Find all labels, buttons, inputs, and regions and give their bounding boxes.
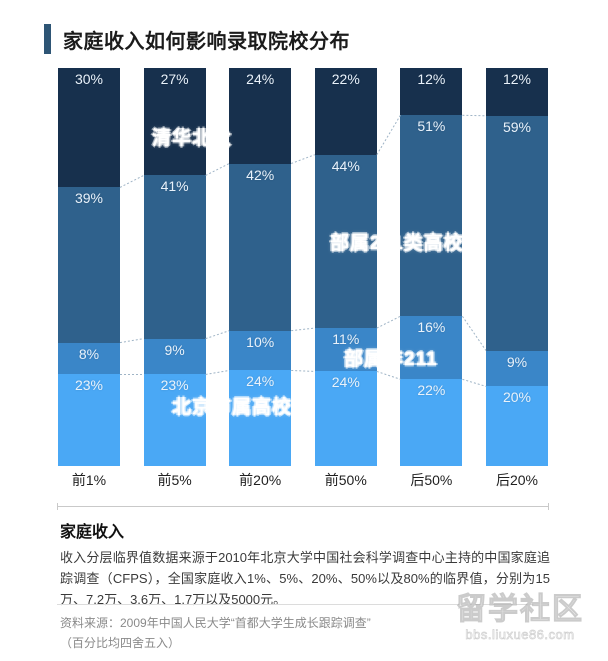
page-title-row: 家庭收入如何影响录取院校分布 bbox=[0, 22, 608, 56]
bar-segment: 24% bbox=[229, 370, 292, 466]
bar-segment: 59% bbox=[485, 115, 548, 351]
source-divider bbox=[57, 604, 549, 605]
segment-value-label: 9% bbox=[164, 341, 185, 358]
source-block: 资料来源：2009年中国人民大学“首都大学生成长跟踪调查” （百分比均四舍五入） bbox=[60, 614, 480, 654]
segment-value-label: 22% bbox=[331, 71, 360, 87]
bar-column: 12% 51% 16% 22% bbox=[400, 68, 463, 466]
bar-segment: 16% bbox=[400, 316, 463, 380]
page-title: 家庭收入如何影响录取院校分布 bbox=[63, 30, 350, 53]
segment-value-label: 24% bbox=[246, 71, 275, 87]
segment-value-label: 51% bbox=[417, 118, 446, 135]
section-divider bbox=[57, 503, 549, 510]
bar-segment: 23% bbox=[58, 374, 120, 466]
bar-segment: 22% bbox=[400, 379, 463, 466]
bar-segment: 23% bbox=[143, 374, 206, 466]
bar-segment: 22% bbox=[314, 68, 377, 155]
note-block: 家庭收入 收入分层临界值数据来源于2010年北京大学中国社会科学调查中心主持的中… bbox=[60, 518, 550, 610]
bar-segment: 24% bbox=[314, 371, 377, 466]
bar-segment: 11% bbox=[314, 328, 377, 372]
bar-segment: 30% bbox=[58, 68, 120, 188]
note-title: 家庭收入 bbox=[60, 524, 125, 541]
segment-value-label: 30% bbox=[74, 71, 104, 87]
bar-column: 24% 42% 10% 24% bbox=[229, 68, 292, 466]
segment-value-label: 23% bbox=[160, 377, 189, 394]
segment-value-label: 20% bbox=[502, 389, 531, 406]
segment-value-label: 12% bbox=[502, 71, 531, 87]
source-line-2: （百分比均四舍五入） bbox=[60, 635, 181, 650]
segment-value-label: 8% bbox=[78, 345, 100, 362]
segment-value-label: 24% bbox=[246, 373, 275, 390]
stacked-bar-chart: 30% 39% 8% 23% 27% 41% 9% 23% 24% 42% 10% 24% 22% 44%… bbox=[58, 68, 548, 466]
bar-column: 12% 59% 9% 20% bbox=[485, 68, 548, 466]
segment-value-label: 24% bbox=[331, 374, 360, 391]
segment-value-label: 59% bbox=[502, 118, 531, 135]
series-label-buzhu-211: 部属211类高校 bbox=[330, 233, 464, 254]
series-label-qinghua-beida: 清华北大 bbox=[152, 128, 233, 149]
segment-value-label: 9% bbox=[506, 353, 528, 370]
category-axis: 前1% 前5% 前20% 前50% 后50% 后20% bbox=[58, 470, 548, 492]
source-line-1: 资料来源：2009年中国人民大学“首都大学生成长跟踪调查” bbox=[60, 616, 371, 630]
bar-column: 22% 44% 11% 24% bbox=[314, 68, 377, 466]
segment-value-label: 27% bbox=[160, 71, 189, 87]
bar-segment: 39% bbox=[58, 187, 120, 343]
segment-value-label: 22% bbox=[417, 382, 446, 399]
bar-column: 30% 39% 8% 23% bbox=[58, 68, 120, 466]
bar-segment: 8% bbox=[58, 342, 120, 375]
note-body: 收入分层临界值数据来源于2010年北京大学中国社会科学调查中心主持的中国家庭追踪… bbox=[60, 550, 550, 607]
category-label: 后20% bbox=[495, 472, 538, 488]
bar-segment: 12% bbox=[400, 68, 463, 116]
bar-segment: 51% bbox=[400, 115, 463, 317]
segment-value-label: 23% bbox=[74, 377, 104, 394]
category-label: 前5% bbox=[157, 472, 192, 488]
segment-value-label: 39% bbox=[74, 190, 104, 207]
title-accent-bar bbox=[44, 24, 51, 54]
bar-column: 27% 41% 9% 23% bbox=[143, 68, 206, 466]
bar-segment: 12% bbox=[485, 68, 548, 116]
segment-value-label: 42% bbox=[246, 166, 275, 183]
category-label: 前50% bbox=[324, 472, 367, 488]
category-label: 前1% bbox=[71, 472, 107, 488]
series-label-beijing-shishu: 北京市属高校 bbox=[172, 397, 293, 418]
bar-segment: 20% bbox=[485, 386, 548, 466]
segment-value-label: 44% bbox=[331, 157, 360, 174]
segment-value-label: 41% bbox=[160, 178, 189, 195]
segment-value-label: 12% bbox=[417, 71, 446, 87]
bar-segment: 42% bbox=[229, 163, 292, 331]
bar-segment: 41% bbox=[143, 175, 206, 339]
bar-segment: 9% bbox=[485, 350, 548, 387]
category-label: 前20% bbox=[239, 472, 282, 488]
bar-segment: 24% bbox=[229, 68, 292, 164]
segment-value-label: 10% bbox=[246, 333, 275, 350]
segment-value-label: 11% bbox=[332, 331, 360, 348]
bar-segment: 44% bbox=[314, 154, 377, 329]
category-label: 后50% bbox=[410, 472, 453, 488]
segment-value-label: 16% bbox=[417, 319, 446, 336]
bar-segment: 10% bbox=[229, 330, 292, 371]
bar-segment: 27% bbox=[143, 68, 206, 176]
series-label-buzhu-fei-211: 部属非211 bbox=[344, 349, 438, 370]
bar-segment: 9% bbox=[143, 338, 206, 375]
